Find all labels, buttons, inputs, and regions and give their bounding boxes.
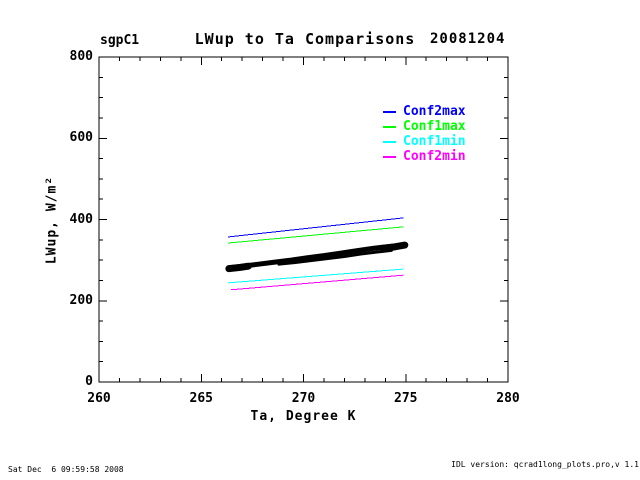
site-label: sgpC1 <box>100 33 140 48</box>
y-tick-label: 600 <box>69 130 93 146</box>
legend-label: Conf2max <box>403 104 466 119</box>
legend-line-swatch <box>383 140 396 143</box>
legend-item-Conf2max: Conf2max <box>383 104 466 119</box>
x-tick-label: 265 <box>189 391 213 406</box>
legend-line-swatch <box>383 155 396 158</box>
legend-item-Conf2min: Conf2min <box>383 149 466 164</box>
x-tick-label: 280 <box>496 391 520 406</box>
series-line-Conf1min <box>227 268 404 284</box>
series-line-Conf2max <box>227 217 404 238</box>
legend-label: Conf1min <box>403 134 466 149</box>
legend-item-Conf1min: Conf1min <box>383 134 466 149</box>
footer-idl-version: IDL version: qcrad1long_plots.pro,v 1.1 <box>451 460 639 469</box>
footer-left: Sat Dec 6 09:59:58 2008 Battelle Pacific… <box>8 447 336 480</box>
footer-timestamp: Sat Dec 6 09:59:58 2008 <box>8 465 124 474</box>
legend-label: Conf2min <box>403 149 466 164</box>
legend-item-Conf1max: Conf1max <box>383 119 466 134</box>
legend-line-swatch <box>383 110 396 113</box>
x-tick-label: 260 <box>87 391 111 406</box>
scatter-trace <box>225 262 252 273</box>
y-tick-label: 0 <box>85 374 93 389</box>
legend-label: Conf1max <box>403 119 466 134</box>
legend-line-swatch <box>383 125 396 128</box>
scatter-trace <box>226 242 409 271</box>
plot-date-label: 20081204 <box>430 31 506 47</box>
chart-legend: Conf2max Conf1max Conf1min Conf2min <box>383 104 466 164</box>
series-line-Conf1max <box>227 226 404 244</box>
y-tick-label: 800 <box>69 49 93 64</box>
x-tick-label: 275 <box>394 391 418 406</box>
footer-right: IDL version: qcrad1long_plots.pro,v 1.1 … <box>389 445 639 480</box>
scatter-trace <box>277 248 393 266</box>
y-tick-label: 400 <box>69 211 93 227</box>
x-axis-title: Ta, Degree K <box>250 409 357 424</box>
y-tick-label: 200 <box>69 292 93 308</box>
x-tick-label: 270 <box>291 391 316 406</box>
plot-title: LWup to Ta Comparisons <box>194 30 416 48</box>
scatter-trace <box>379 241 409 252</box>
series-line-Conf2min <box>230 274 404 291</box>
